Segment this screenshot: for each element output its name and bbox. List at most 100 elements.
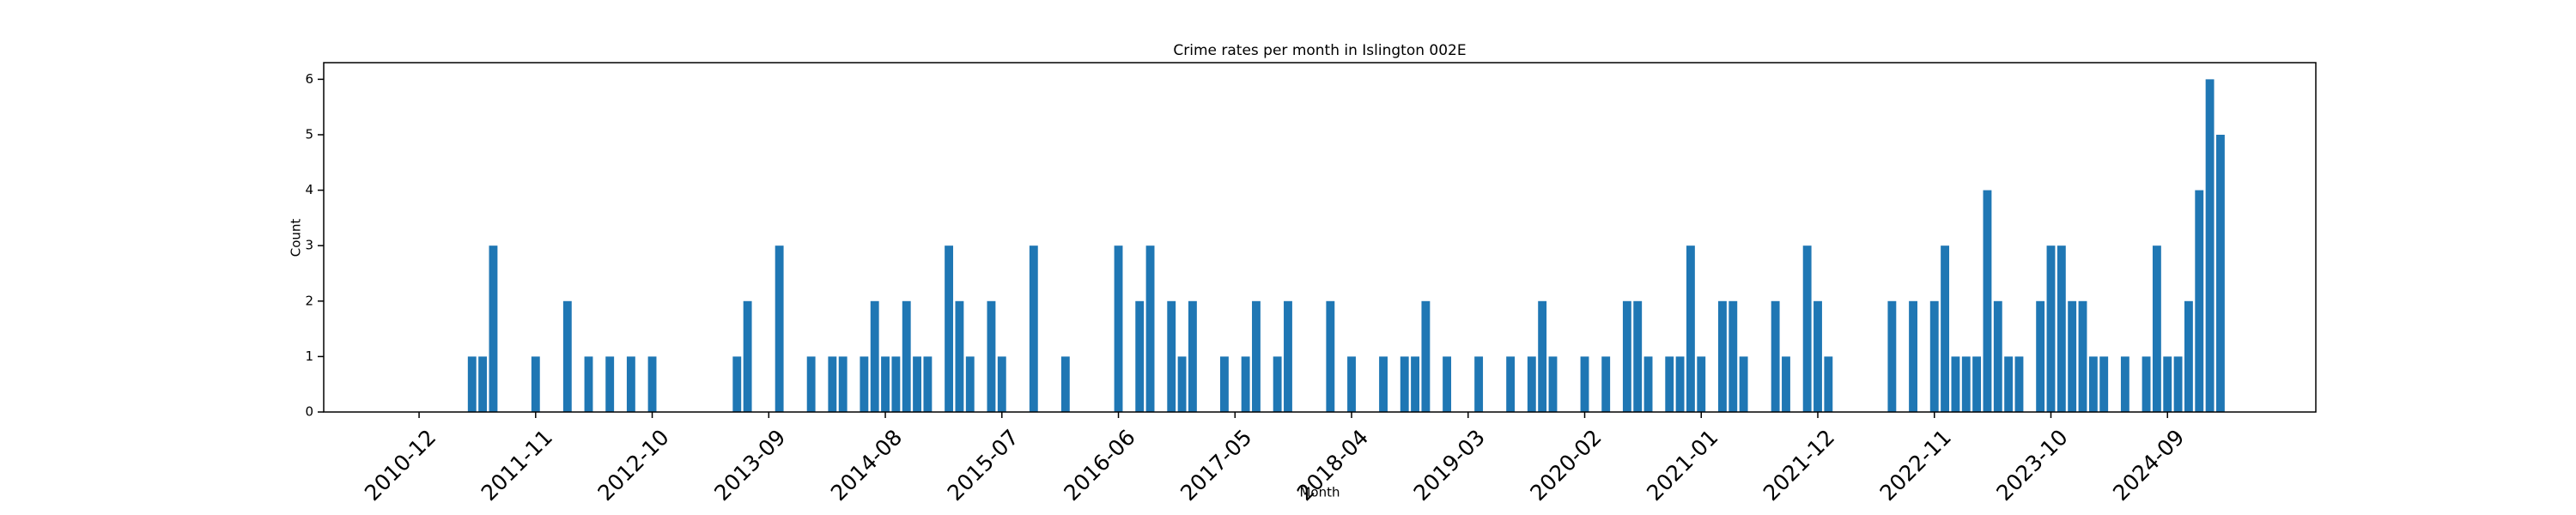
bar bbox=[1548, 356, 1558, 412]
bar bbox=[1379, 356, 1388, 412]
x-tick-label: 2019-03 bbox=[1409, 425, 1490, 506]
bar bbox=[1177, 356, 1187, 412]
chart-title: Crime rates per month in Islington 002E bbox=[1173, 42, 1466, 59]
x-tick-label: 2021-12 bbox=[1759, 425, 1839, 506]
bar bbox=[584, 356, 593, 412]
x-tick-label: 2021-01 bbox=[1642, 425, 1722, 506]
bar bbox=[743, 300, 752, 412]
bar bbox=[2004, 356, 2014, 412]
x-tick-label: 2014-08 bbox=[826, 425, 907, 506]
bar bbox=[1421, 300, 1431, 412]
y-tick-label: 1 bbox=[305, 348, 313, 364]
bar bbox=[2078, 300, 2087, 412]
bar bbox=[2205, 79, 2215, 412]
bar bbox=[806, 356, 816, 412]
bar bbox=[987, 300, 996, 412]
bar bbox=[945, 245, 954, 412]
bar bbox=[1993, 300, 2002, 412]
bar bbox=[1814, 300, 1822, 412]
bar bbox=[1241, 356, 1250, 412]
bar bbox=[1538, 300, 1547, 412]
bar bbox=[2163, 356, 2172, 412]
bar bbox=[2014, 356, 2024, 412]
bar bbox=[997, 356, 1006, 412]
bar bbox=[2120, 356, 2129, 412]
bar bbox=[1983, 190, 1992, 413]
bar bbox=[2184, 300, 2193, 412]
bar bbox=[562, 300, 572, 412]
bar bbox=[1135, 300, 1145, 412]
x-tick-label: 2016-06 bbox=[1059, 425, 1139, 506]
bar bbox=[913, 356, 921, 412]
bar bbox=[1527, 356, 1536, 412]
bar bbox=[1739, 356, 1748, 412]
bar bbox=[775, 245, 784, 412]
y-axis-label: Count bbox=[289, 219, 304, 258]
bar bbox=[478, 356, 488, 412]
x-tick-label: 2017-05 bbox=[1176, 425, 1256, 506]
bar bbox=[1220, 356, 1229, 412]
y-tick-label: 4 bbox=[305, 182, 313, 197]
bar bbox=[1675, 356, 1685, 412]
bar bbox=[2173, 356, 2183, 412]
bar bbox=[1909, 300, 1917, 412]
bar bbox=[1929, 300, 1939, 412]
x-tick-label: 2013-09 bbox=[709, 425, 790, 506]
bar bbox=[1622, 300, 1631, 412]
bar bbox=[1941, 245, 1950, 412]
bar bbox=[1506, 356, 1516, 412]
bar bbox=[2142, 356, 2151, 412]
x-tick-label: 2022-11 bbox=[1875, 425, 1956, 506]
bar bbox=[2088, 356, 2098, 412]
bar bbox=[1400, 356, 1409, 412]
bar bbox=[1145, 245, 1155, 412]
bar bbox=[1782, 356, 1790, 412]
bar bbox=[1284, 300, 1292, 412]
x-tick-label: 2015-07 bbox=[943, 425, 1024, 506]
x-tick-label: 2011-11 bbox=[477, 425, 557, 506]
bar bbox=[1443, 356, 1452, 412]
bar bbox=[531, 356, 540, 412]
x-tick-label: 2020-02 bbox=[1525, 425, 1606, 506]
bar bbox=[870, 300, 879, 412]
bar bbox=[1961, 356, 1971, 412]
bar bbox=[860, 356, 869, 412]
bar bbox=[2195, 190, 2204, 413]
bar bbox=[1326, 300, 1335, 412]
bar bbox=[1697, 356, 1706, 412]
bar bbox=[1411, 356, 1419, 412]
bar bbox=[1951, 356, 1960, 412]
x-tick-label: 2023-10 bbox=[1991, 425, 2072, 506]
bar bbox=[965, 356, 975, 412]
bar bbox=[955, 300, 964, 412]
bar bbox=[902, 300, 911, 412]
bar bbox=[467, 356, 477, 412]
bar bbox=[1601, 356, 1611, 412]
x-tick-label: 2024-09 bbox=[2108, 425, 2189, 506]
bar bbox=[1580, 356, 1589, 412]
bar bbox=[647, 356, 657, 412]
bar bbox=[1802, 245, 1812, 412]
plot-frame bbox=[323, 62, 2317, 413]
bar bbox=[1643, 356, 1653, 412]
bar bbox=[1029, 245, 1038, 412]
bar bbox=[1167, 300, 1176, 412]
bar bbox=[1686, 245, 1695, 412]
x-tick-label: 2012-10 bbox=[592, 425, 673, 506]
bar bbox=[2216, 134, 2225, 412]
bar bbox=[2152, 245, 2161, 412]
bar bbox=[1718, 300, 1727, 412]
bar bbox=[2068, 300, 2077, 412]
bar bbox=[2036, 300, 2045, 412]
y-tick-label: 2 bbox=[305, 293, 313, 308]
x-axis-label: Month bbox=[1299, 485, 1340, 500]
x-tick-label: 2010-12 bbox=[360, 425, 440, 506]
bar bbox=[1273, 356, 1282, 412]
bar bbox=[891, 356, 901, 412]
bar bbox=[923, 356, 933, 412]
bar bbox=[1188, 300, 1197, 412]
bar bbox=[828, 356, 837, 412]
bar bbox=[2099, 356, 2109, 412]
bar bbox=[2046, 245, 2056, 412]
